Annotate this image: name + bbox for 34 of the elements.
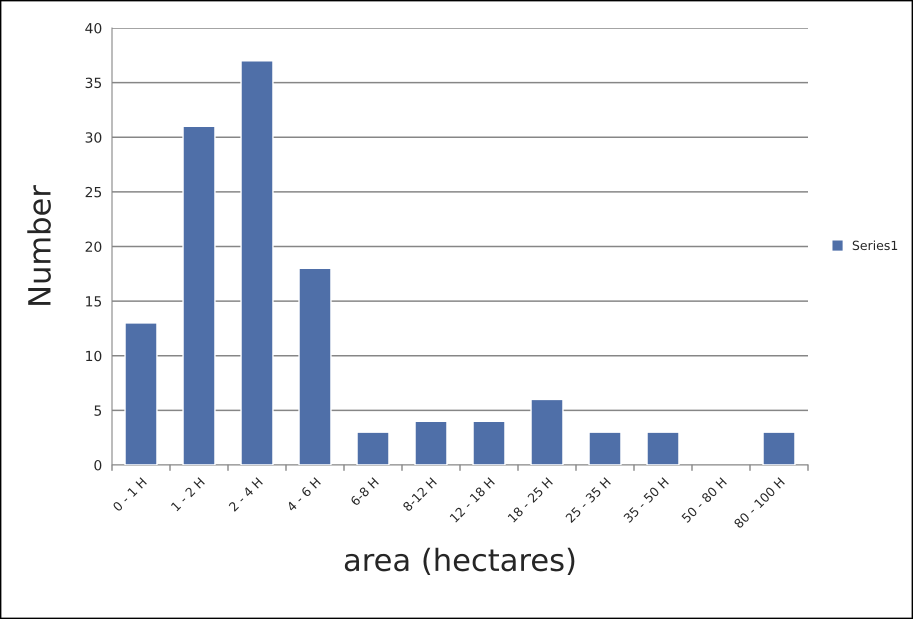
bar (356, 432, 390, 465)
x-tick-label: 6-8 H (350, 477, 379, 506)
bar (298, 268, 332, 465)
y-tick-label: 10 (86, 350, 102, 362)
bar (182, 126, 216, 465)
y-tick-label: 40 (85, 22, 102, 34)
y-tick-label: 35 (86, 78, 102, 88)
bar (530, 398, 564, 465)
y-tick-label: 0 (94, 460, 102, 470)
x-tick-label: 4 - 6 H (286, 477, 321, 512)
y-tick-label: 20 (86, 241, 102, 252)
bar (762, 432, 796, 465)
x-tick-label: 1 - 2 H (170, 477, 205, 512)
x-tick-label: 35 - 50 H (623, 477, 669, 524)
x-tick-label: 50 - 80 H (681, 477, 727, 524)
x-tick-label: 12 - 18 H (449, 477, 495, 523)
bar (472, 420, 506, 465)
bar (646, 432, 680, 465)
y-tick-label: 25 (86, 186, 102, 198)
legend-label: Series1 (852, 240, 898, 250)
bar (240, 60, 274, 465)
y-tick-label: 15 (86, 296, 102, 307)
y-tick-label: 5 (94, 406, 102, 416)
bar (124, 322, 158, 465)
x-tick-label: 80 - 100 H (733, 477, 785, 529)
x-tick-label: 18 - 25 H (507, 477, 553, 523)
y-axis-title: Number (27, 185, 51, 305)
x-tick-label: 25 - 35 H (565, 477, 611, 524)
bar (414, 420, 448, 465)
y-tick-label: 30 (86, 132, 102, 143)
x-axis-title: area (hectares) (344, 548, 574, 575)
x-tick-label: 2 - 4 H (228, 477, 263, 512)
bar (588, 432, 622, 465)
x-tick-label: 0 - 1 H (112, 477, 147, 512)
